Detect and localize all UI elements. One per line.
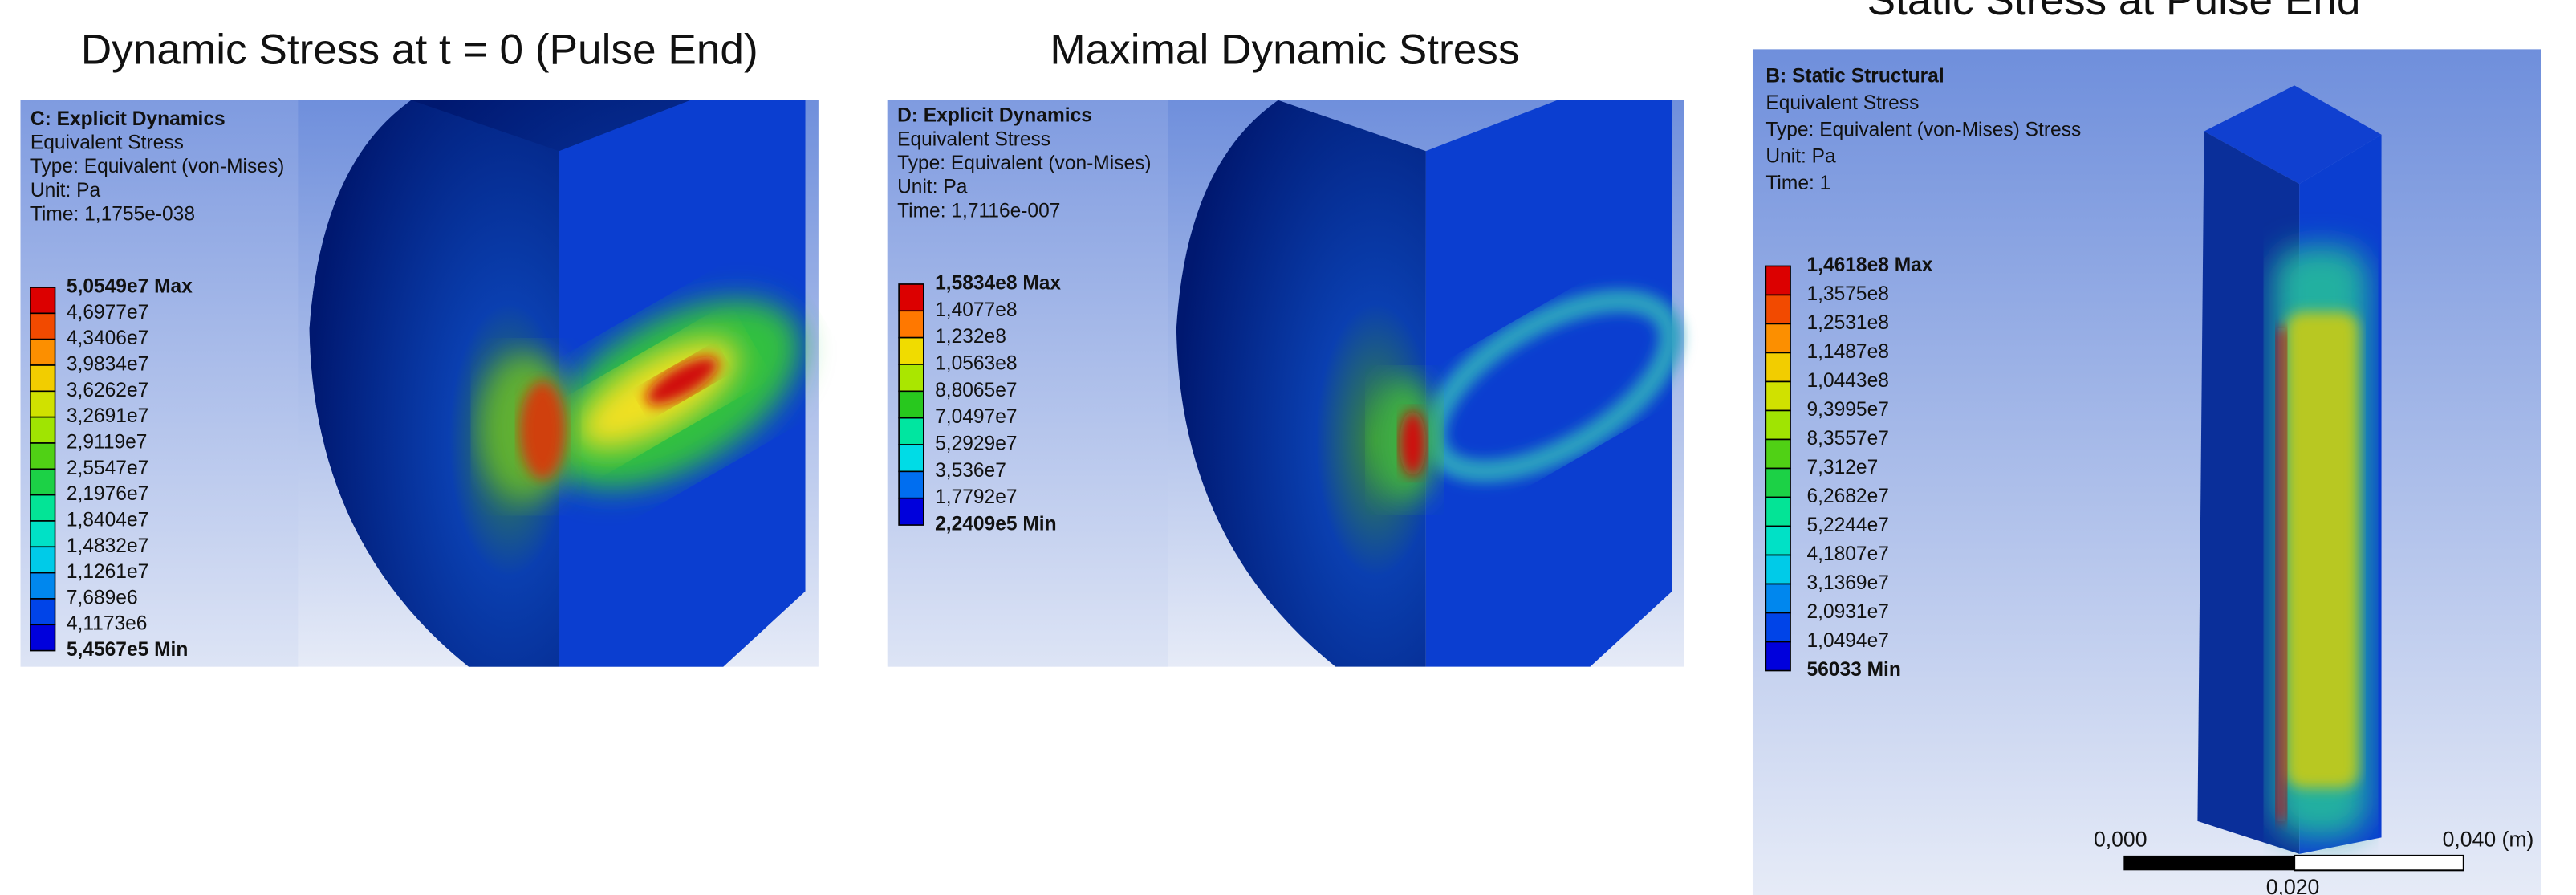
legend-swatch bbox=[1765, 410, 1790, 439]
legend-label: 1,5834e8 Max bbox=[935, 272, 1061, 294]
result-header: C: Explicit Dynamics bbox=[30, 108, 226, 130]
legend-label: 5,4567e5 Min bbox=[67, 639, 188, 661]
scale-label: 0,000 bbox=[2094, 828, 2147, 852]
scale-label: 0,040 (m) bbox=[2443, 828, 2534, 852]
legend-swatch bbox=[30, 365, 55, 391]
result-header: B: Static Structural bbox=[1765, 66, 1944, 87]
legend-swatch bbox=[30, 521, 55, 547]
legend-label: 1,8404e7 bbox=[67, 509, 148, 531]
legend-swatch bbox=[30, 391, 55, 417]
figure: Dynamic Stress at t = 0 (Pulse End) C: Ex… bbox=[0, 0, 2576, 895]
result-header: Equivalent Stress bbox=[897, 128, 1050, 150]
legend-label: 1,0494e7 bbox=[1806, 630, 1888, 652]
legend-swatch bbox=[1765, 323, 1790, 352]
result-header: Type: Equivalent (von-Mises) bbox=[897, 153, 1152, 174]
legend-label: 3,9834e7 bbox=[67, 353, 148, 375]
legend-label: 1,232e8 bbox=[935, 326, 1006, 348]
legend-swatch bbox=[1765, 584, 1790, 613]
legend-label: 4,6977e7 bbox=[67, 302, 148, 323]
legend-label: 4,1807e7 bbox=[1806, 543, 1888, 565]
legend-swatch bbox=[30, 547, 55, 572]
legend-label: 1,0563e8 bbox=[935, 352, 1017, 374]
legend-label: 3,6262e7 bbox=[67, 380, 148, 401]
legend-swatch bbox=[1765, 497, 1790, 526]
result-header: Equivalent Stress bbox=[30, 132, 184, 153]
legend-label: 6,2682e7 bbox=[1806, 486, 1888, 507]
legend-swatch bbox=[30, 287, 55, 313]
panel-title: Static Stress at Pulse End bbox=[1867, 0, 2361, 24]
panel-title: Maximal Dynamic Stress bbox=[1050, 26, 1519, 74]
result-header: Type: Equivalent (von-Mises) bbox=[30, 156, 285, 177]
legend-swatch bbox=[1765, 642, 1790, 671]
legend-label: 5,2929e7 bbox=[935, 433, 1017, 455]
legend-swatch bbox=[899, 445, 924, 471]
legend-swatch bbox=[30, 624, 55, 650]
legend-label: 1,3575e8 bbox=[1806, 283, 1888, 305]
legend-label: 2,0931e7 bbox=[1806, 601, 1888, 623]
legend-swatch bbox=[30, 469, 55, 494]
legend-label: 4,1173e6 bbox=[67, 613, 148, 635]
legend-swatch bbox=[899, 418, 924, 445]
panel-title: Dynamic Stress at t = 0 (Pulse End) bbox=[81, 26, 758, 74]
legend-swatch bbox=[1765, 295, 1790, 323]
result-header: Equivalent Stress bbox=[1765, 92, 1919, 114]
result-header: Time: 1 bbox=[1765, 173, 1830, 194]
legend-label: 1,0443e8 bbox=[1806, 370, 1888, 392]
legend-label: 5,0549e7 Max bbox=[67, 276, 193, 298]
legend-swatch bbox=[1765, 352, 1790, 381]
legend-swatch bbox=[899, 471, 924, 498]
result-header: Unit: Pa bbox=[30, 180, 101, 201]
legend-label: 9,3995e7 bbox=[1806, 399, 1888, 421]
legend-swatch bbox=[30, 495, 55, 521]
legend-swatch bbox=[1765, 526, 1790, 555]
legend-swatch bbox=[1765, 381, 1790, 410]
legend-label: 4,3406e7 bbox=[67, 327, 148, 349]
result-header: D: Explicit Dynamics bbox=[897, 105, 1092, 127]
legend-swatch bbox=[1765, 613, 1790, 642]
legend-swatch bbox=[30, 573, 55, 599]
legend-swatch bbox=[30, 599, 55, 624]
legend-swatch bbox=[1765, 266, 1790, 295]
result-header: Type: Equivalent (von-Mises) Stress bbox=[1765, 119, 2081, 140]
legend-swatch bbox=[1765, 439, 1790, 468]
legend-swatch bbox=[1765, 555, 1790, 584]
legend-label: 7,312e7 bbox=[1806, 457, 1878, 478]
legend-label: 2,2409e5 Min bbox=[935, 514, 1056, 535]
legend-swatch bbox=[1765, 468, 1790, 497]
result-header: Unit: Pa bbox=[1765, 146, 1836, 168]
legend-swatch bbox=[30, 443, 55, 469]
legend-label: 7,689e6 bbox=[67, 587, 138, 608]
legend-label: 2,5547e7 bbox=[67, 458, 148, 479]
legend-label: 1,1487e8 bbox=[1806, 341, 1888, 363]
legend-swatch bbox=[899, 284, 924, 311]
legend-label: 8,8065e7 bbox=[935, 380, 1017, 401]
legend-swatch bbox=[899, 364, 924, 391]
result-header: Time: 1,1755e-038 bbox=[30, 203, 195, 225]
legend-label: 56033 Min bbox=[1806, 659, 1900, 681]
legend-swatch bbox=[30, 313, 55, 339]
legend-label: 3,536e7 bbox=[935, 460, 1006, 482]
legend-label: 1,4077e8 bbox=[935, 299, 1017, 321]
legend-label: 1,2531e8 bbox=[1806, 312, 1888, 334]
legend-swatch bbox=[899, 338, 924, 364]
legend-swatch bbox=[899, 498, 924, 525]
legend-swatch bbox=[30, 417, 55, 443]
legend-swatch bbox=[899, 311, 924, 337]
legend-label: 1,4618e8 Max bbox=[1806, 254, 1932, 276]
result-header: Unit: Pa bbox=[897, 177, 968, 198]
scale-label: 0,020 bbox=[2266, 875, 2320, 895]
legend-label: 1,1261e7 bbox=[67, 561, 148, 583]
result-header: Time: 1,7116e-007 bbox=[897, 200, 1060, 222]
legend-label: 1,7792e7 bbox=[935, 486, 1017, 508]
legend-label: 3,2691e7 bbox=[67, 405, 148, 427]
legend-label: 7,0497e7 bbox=[935, 406, 1017, 428]
legend-label: 2,9119e7 bbox=[67, 431, 148, 453]
legend-label: 3,1369e7 bbox=[1806, 572, 1888, 594]
legend-swatch bbox=[30, 340, 55, 365]
legend-label: 1,4832e7 bbox=[67, 535, 148, 557]
legend-label: 2,1976e7 bbox=[67, 483, 148, 505]
legend-swatch bbox=[899, 391, 924, 417]
legend-label: 8,3557e7 bbox=[1806, 428, 1888, 450]
legend-label: 5,2244e7 bbox=[1806, 515, 1888, 536]
